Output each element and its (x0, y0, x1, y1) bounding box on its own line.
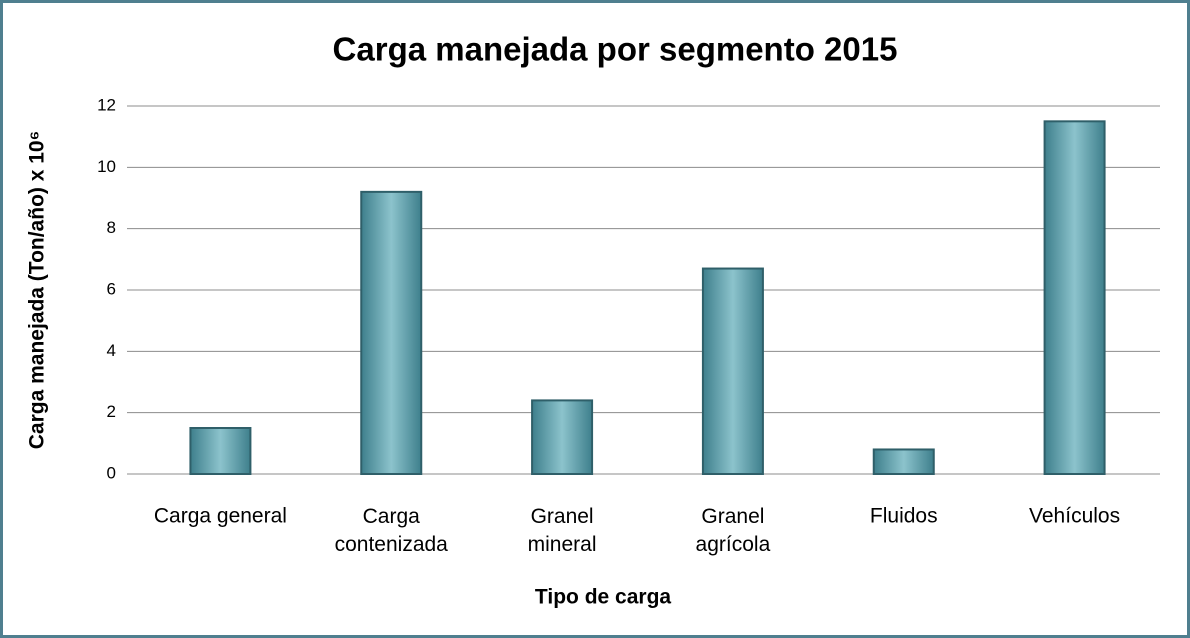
bar (1043, 120, 1106, 475)
x-tick-label: Fluidos (870, 505, 938, 528)
x-tick-label: Granel agrícola (696, 505, 771, 556)
chart-title: Carga manejada por segmento 2015 (333, 31, 898, 68)
bar (531, 399, 594, 475)
y-tick-label: 8 (107, 218, 116, 237)
bar (701, 267, 764, 475)
y-tick-label: 4 (107, 341, 116, 360)
y-tick-label: 6 (107, 279, 116, 298)
y-axis-label: Carga manejada (Ton/año) x 10⁶ (26, 131, 49, 450)
x-tick-label: Granel mineral (528, 505, 597, 556)
y-tick-label: 2 (107, 402, 116, 421)
y-tick-label: 10 (97, 157, 116, 176)
bar (360, 190, 423, 475)
x-tick-label: Vehículos (1029, 505, 1120, 528)
bar (189, 427, 252, 475)
x-tick-label: Carga contenizada (335, 505, 449, 556)
bar (872, 448, 935, 476)
x-axis-label: Tipo de carga (535, 586, 671, 609)
x-tick-label: Carga general (154, 505, 287, 528)
y-tick-label: 12 (97, 95, 116, 114)
y-tick-label: 0 (107, 463, 116, 482)
